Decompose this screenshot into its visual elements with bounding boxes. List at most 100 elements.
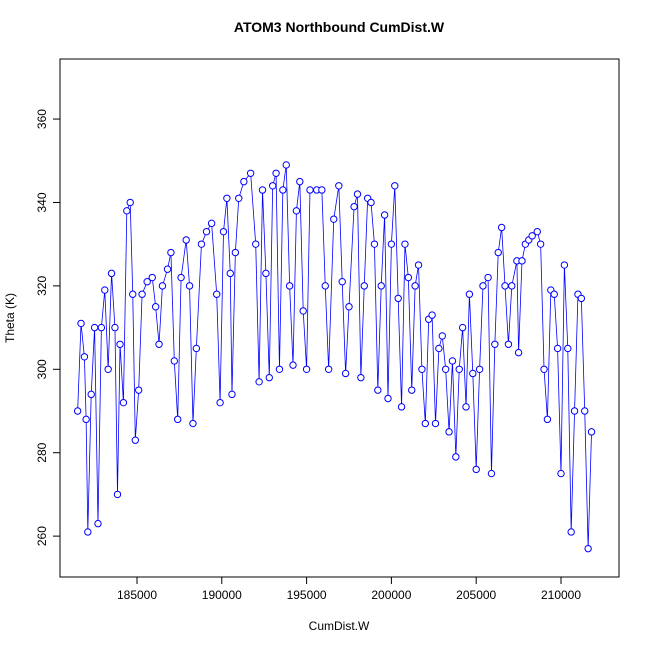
point (189, 419, 197, 428)
point (475, 365, 484, 373)
point (90, 323, 99, 332)
point (228, 390, 236, 399)
point (570, 407, 579, 415)
point (508, 282, 516, 290)
point (104, 365, 112, 373)
point (384, 394, 392, 403)
point (223, 194, 231, 203)
point (107, 269, 116, 278)
y-tick-label: 340 (35, 192, 49, 212)
point (73, 407, 82, 415)
point (418, 365, 426, 373)
point (111, 323, 119, 332)
point (296, 177, 304, 186)
point (397, 403, 406, 411)
point (391, 182, 399, 190)
point (262, 269, 270, 278)
point (414, 261, 423, 269)
point (219, 227, 228, 236)
point (462, 403, 470, 411)
point (185, 282, 194, 290)
point (216, 398, 224, 407)
point (324, 365, 333, 373)
point (101, 286, 109, 294)
point (560, 261, 569, 269)
point (246, 169, 255, 177)
y-tick-label: 360 (35, 109, 49, 129)
point (394, 294, 402, 303)
point (345, 303, 353, 311)
point (87, 390, 95, 399)
point (564, 344, 572, 353)
point (543, 415, 552, 424)
point (335, 182, 343, 190)
point (494, 248, 502, 257)
point (557, 469, 565, 478)
point (341, 369, 350, 378)
point (265, 373, 273, 382)
chart-title: ATOM3 Northbound CumDist.W (234, 19, 445, 35)
point (448, 357, 457, 365)
point (155, 340, 163, 348)
point (465, 290, 474, 298)
point (167, 248, 175, 257)
point (458, 323, 467, 332)
plot-frame (59, 58, 620, 578)
point (550, 290, 558, 298)
point (182, 236, 190, 244)
point (148, 273, 156, 282)
point (279, 186, 287, 194)
point (587, 428, 596, 436)
point (82, 415, 90, 424)
point (158, 282, 167, 290)
point (321, 282, 329, 290)
x-tick-label: 190000 (202, 588, 242, 602)
point (338, 278, 346, 286)
point (350, 202, 358, 211)
point (428, 311, 436, 319)
point (514, 348, 523, 357)
point (302, 365, 311, 373)
point (134, 386, 143, 394)
point (370, 240, 379, 248)
point (441, 365, 450, 373)
point (491, 340, 499, 348)
x-tick-label: 210000 (541, 588, 581, 602)
point (469, 369, 477, 378)
point (170, 357, 179, 365)
point (97, 323, 106, 332)
point (330, 215, 338, 223)
point (123, 207, 131, 215)
point (126, 198, 134, 207)
point (143, 278, 151, 286)
point (318, 186, 326, 194)
point (404, 273, 413, 282)
point (374, 386, 382, 394)
point (177, 273, 185, 282)
point (231, 248, 240, 257)
point (411, 282, 419, 290)
point (377, 282, 385, 290)
point (77, 319, 85, 328)
point (255, 378, 263, 386)
point (455, 365, 463, 373)
point (174, 415, 182, 424)
point (438, 332, 446, 340)
point (252, 240, 260, 248)
point (408, 386, 416, 394)
point (192, 344, 201, 353)
point (536, 240, 545, 248)
point (528, 232, 536, 240)
point (567, 528, 575, 536)
point (282, 161, 290, 169)
point (540, 365, 548, 373)
y-tick-label: 280 (35, 442, 49, 462)
point (401, 240, 409, 248)
point (487, 469, 496, 478)
point (119, 398, 128, 407)
point (431, 419, 440, 428)
point (129, 290, 137, 298)
x-axis-label: CumDist.W (309, 619, 370, 633)
